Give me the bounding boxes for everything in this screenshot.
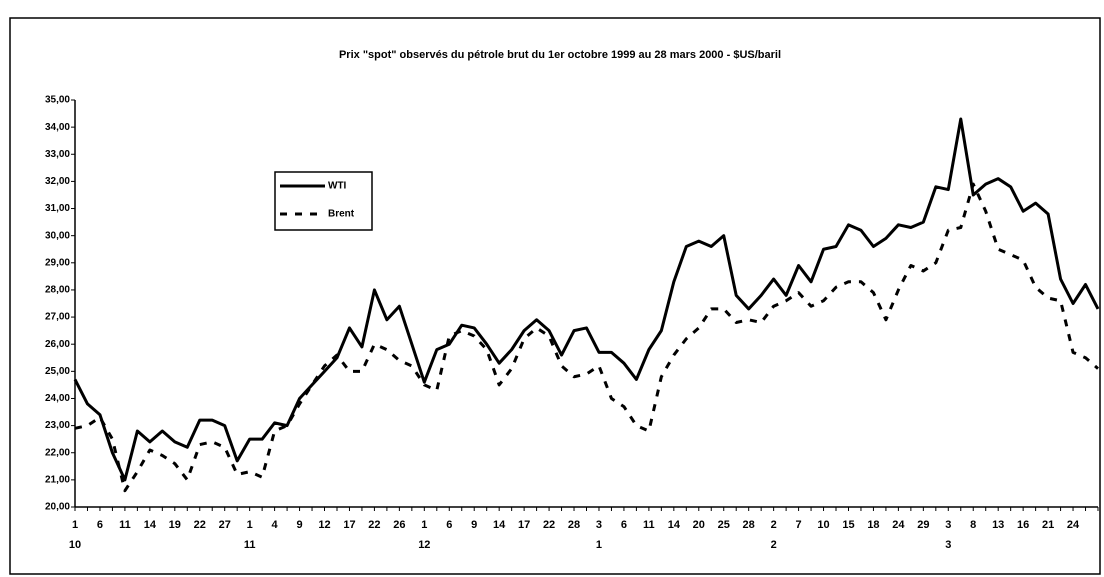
chart-frame (9, 17, 1101, 575)
y-tick-label: 22,00 (45, 447, 70, 458)
x-tick-label: 6 (97, 519, 103, 531)
legend-box (274, 171, 373, 231)
x-tick-label: 1 (72, 519, 78, 531)
x-tick-label: 29 (917, 519, 929, 531)
x-tick-label: 16 (1017, 519, 1029, 531)
x-tick-label: 17 (518, 519, 530, 531)
y-tick-label: 23,00 (45, 420, 70, 431)
y-tick-label: 33,00 (45, 149, 70, 160)
x-tick-label: 28 (743, 519, 755, 531)
x-tick-label: 7 (796, 519, 802, 531)
chart-title: Prix "spot" observés du pétrole brut du … (339, 49, 781, 61)
x-tick-label: 24 (1067, 519, 1080, 531)
x-tick-label: 8 (970, 519, 976, 531)
x-tick-label: 10 (817, 519, 829, 531)
y-tick-label: 20,00 (45, 502, 70, 513)
x-tick-label: 2 (771, 519, 777, 531)
x-tick-label: 12 (318, 519, 330, 531)
x-tick-label: 22 (368, 519, 380, 531)
x-month-label: 12 (418, 539, 430, 551)
x-tick-label: 9 (471, 519, 477, 531)
series-line (74, 182, 1099, 493)
x-tick-label: 4 (272, 519, 279, 531)
x-tick-label: 18 (867, 519, 879, 531)
x-tick-label: 1 (421, 519, 427, 531)
x-tick-label: 21 (1042, 519, 1054, 531)
x-tick-label: 6 (446, 519, 452, 531)
legend-label: Brent (328, 209, 355, 220)
x-tick-label: 25 (718, 519, 730, 531)
x-tick-label: 3 (945, 519, 951, 531)
x-tick-label: 11 (643, 519, 655, 531)
y-tick-label: 25,00 (45, 366, 70, 377)
y-tick-label: 30,00 (45, 230, 70, 241)
x-tick-label: 17 (343, 519, 355, 531)
x-tick-label: 26 (393, 519, 405, 531)
x-month-label: 1 (596, 539, 602, 551)
x-tick-label: 6 (621, 519, 627, 531)
x-tick-label: 3 (596, 519, 602, 531)
x-tick-label: 24 (892, 519, 905, 531)
x-tick-label: 22 (194, 519, 206, 531)
y-tick-label: 28,00 (45, 285, 70, 296)
x-tick-label: 15 (842, 519, 854, 531)
y-tick-label: 31,00 (45, 203, 70, 214)
x-tick-label: 13 (992, 519, 1004, 531)
y-tick-label: 21,00 (45, 475, 70, 486)
x-tick-label: 28 (568, 519, 580, 531)
series-line (73, 117, 1100, 482)
x-tick-label: 1 (247, 519, 253, 531)
x-tick-label: 14 (668, 519, 681, 531)
y-tick-label: 32,00 (45, 176, 70, 187)
legend-label: WTI (328, 181, 347, 192)
x-tick-label: 27 (219, 519, 231, 531)
x-month-label: 3 (945, 539, 951, 551)
x-tick-label: 14 (144, 519, 157, 531)
x-tick-label: 11 (119, 519, 131, 531)
y-tick-label: 29,00 (45, 257, 70, 268)
y-tick-label: 24,00 (45, 393, 70, 404)
x-month-label: 10 (69, 539, 81, 551)
x-tick-label: 14 (493, 519, 506, 531)
x-month-label: 2 (771, 539, 777, 551)
y-tick-label: 35,00 (45, 95, 70, 106)
x-tick-label: 9 (296, 519, 302, 531)
x-month-label: 11 (244, 539, 256, 551)
y-tick-label: 26,00 (45, 339, 70, 350)
x-tick-label: 22 (543, 519, 555, 531)
y-tick-label: 27,00 (45, 312, 70, 323)
x-tick-label: 19 (169, 519, 181, 531)
x-tick-label: 20 (693, 519, 705, 531)
y-tick-label: 34,00 (45, 122, 70, 133)
